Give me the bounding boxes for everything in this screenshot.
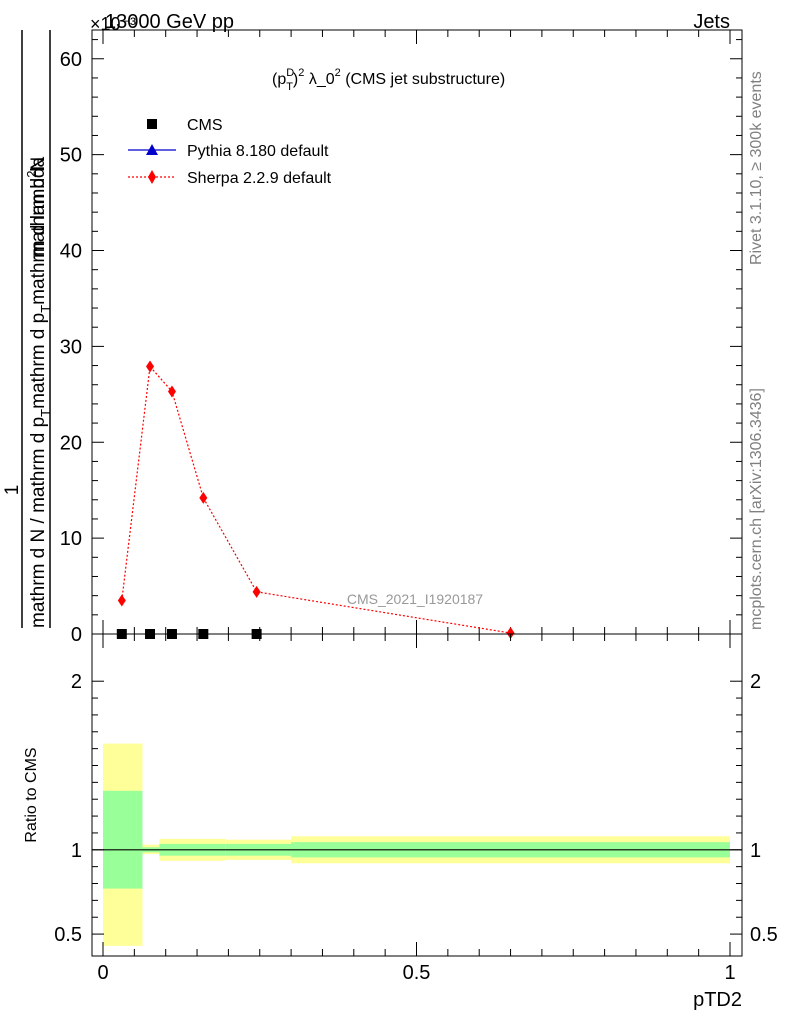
legend-label-pythia: Pythia 8.180 default bbox=[187, 143, 329, 160]
ylabel-lower-tail: mathrm d lambda bbox=[28, 157, 49, 305]
main-y-ticks: 0 10 20 30 40 50 60 bbox=[60, 39, 742, 646]
title-sup-2: 2 bbox=[298, 67, 304, 79]
ratio-bands bbox=[92, 743, 742, 946]
chart-title: (pD T)2 λ_02 (CMS jet substructure) bbox=[272, 67, 505, 93]
ylabel-denominator: mathrm d N / mathrm d pTmathrm d pTmathr… bbox=[28, 157, 53, 628]
plot-watermark: CMS_2021_I1920187 bbox=[347, 591, 483, 607]
title-mid: λ_0 bbox=[304, 71, 334, 88]
x-axis-label: pTD2 bbox=[693, 989, 742, 1011]
data-point-sherpa-2-2-9-default bbox=[117, 594, 126, 607]
title-sup-d: D bbox=[286, 67, 294, 79]
data-point-sherpa-2-2-9-default bbox=[252, 585, 261, 598]
ratio-plot-frame bbox=[91, 633, 743, 957]
ylabel-num-sup: 2 bbox=[24, 171, 39, 178]
title-close: ) bbox=[293, 71, 298, 88]
data-point-sherpa-2-2-9-default bbox=[167, 385, 176, 398]
legend-marker-pythia bbox=[146, 144, 158, 155]
ylabel-numerator: mathrm d2N bbox=[24, 157, 49, 258]
x-tick-label: 1 bbox=[724, 962, 735, 984]
main-y-tick-label: 20 bbox=[60, 432, 82, 454]
side-label-mcplots: mcplots.cern.ch [arXiv:1306.3436] bbox=[748, 388, 765, 630]
main-y-tick-label: 0 bbox=[71, 624, 82, 646]
ylabel-num-text: mathrm d bbox=[28, 178, 49, 258]
main-y-tick-label: 60 bbox=[60, 49, 82, 71]
ylabel-lower-mid: mathrm d p bbox=[28, 313, 49, 409]
legend: CMS Pythia 8.180 default Sherpa 2.2.9 de… bbox=[128, 117, 332, 187]
main-y-tick-label: 40 bbox=[60, 241, 82, 263]
ratio-y-axis-label: Ratio to CMS bbox=[23, 747, 40, 842]
data-point-sherpa-2-2-9-default bbox=[506, 627, 515, 640]
title-open: (p bbox=[272, 71, 286, 88]
side-label-rivet: Rivet 3.1.10, ≥ 300k events bbox=[748, 71, 765, 265]
title-sub-t: T bbox=[286, 81, 293, 93]
x-tick-label: 0.5 bbox=[403, 962, 431, 984]
ratio-y-tick-label-right: 1 bbox=[750, 840, 761, 862]
legend-marker-cms bbox=[147, 119, 157, 129]
legend-label-cms: CMS bbox=[187, 117, 223, 134]
series-line-sherpa-2-2-9-default bbox=[121, 365, 511, 634]
data-point-sherpa-2-2-9-default bbox=[199, 491, 208, 504]
header-right: Jets bbox=[693, 11, 730, 33]
ratio-x-ticks: 0 0.5 1 bbox=[97, 634, 736, 984]
ylabel-one: 1 bbox=[2, 485, 23, 496]
ratio-y-ticks: 0.5 0.5 1 1 2 2 bbox=[54, 671, 778, 946]
ratio-y-tick-label: 1 bbox=[71, 840, 82, 862]
ratio-y-tick-label: 2 bbox=[71, 671, 82, 693]
main-y-axis-label: 1 mathrm d2N mathrm d N / mathrm d pTmat… bbox=[2, 30, 53, 628]
ratio-y-tick-label-right: 2 bbox=[750, 671, 761, 693]
exponent-label: ×10⁻³ bbox=[90, 14, 136, 34]
data-point-sherpa-2-2-9-default bbox=[146, 360, 155, 373]
ratio-y-tick-label-right: 0.5 bbox=[750, 924, 778, 946]
ylabel-lower: mathrm d N / mathrm d p bbox=[28, 417, 49, 628]
title-sup-3: 2 bbox=[335, 67, 341, 79]
ylabel-lower-sub2: T bbox=[38, 305, 53, 313]
ratio-plot: 0.5 0.51 12 2 0 0.5 1 Ratio to CMS pTD2 bbox=[23, 633, 778, 1011]
header-left: 13000 GeV pp bbox=[105, 11, 234, 33]
main-y-tick-label: 10 bbox=[60, 528, 82, 550]
ratio-y-tick-label: 0.5 bbox=[54, 924, 82, 946]
main-y-tick-label: 50 bbox=[60, 145, 82, 167]
title-rest: (CMS jet substructure) bbox=[341, 71, 505, 88]
legend-marker-sherpa bbox=[148, 170, 156, 184]
ylabel-lower-sub: T bbox=[38, 409, 53, 417]
ratio-band-inner bbox=[103, 790, 143, 889]
ylabel-num-tail: N bbox=[28, 157, 49, 171]
main-y-tick-label: 30 bbox=[60, 336, 82, 358]
x-tick-label: 0 bbox=[97, 962, 108, 984]
legend-label-sherpa: Sherpa 2.2.9 default bbox=[187, 170, 332, 187]
